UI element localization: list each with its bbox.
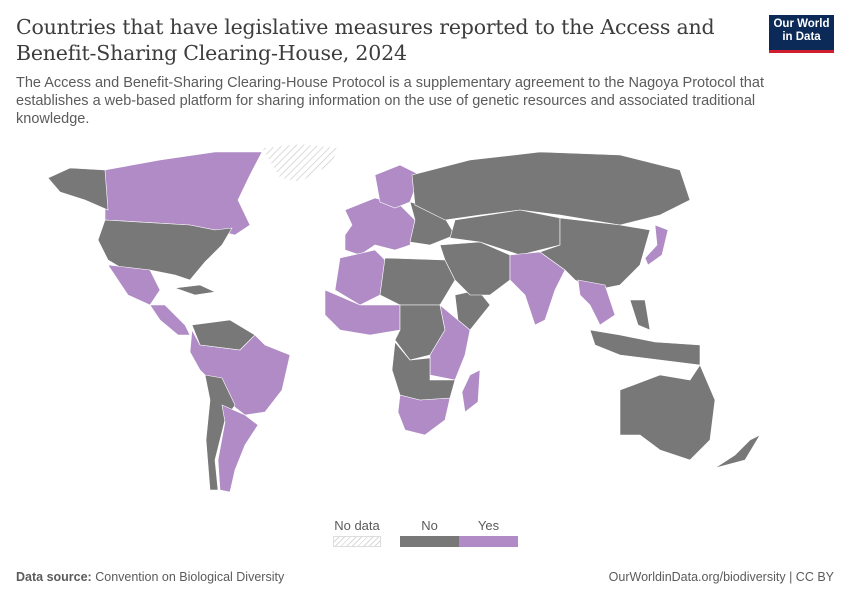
owid-logo[interactable]: Our World in Data (769, 15, 834, 53)
region-southeast-asia[interactable] (577, 279, 616, 326)
legend-swatch-no (400, 536, 459, 547)
legend-no: No (400, 518, 459, 547)
legend-label-yes: Yes (477, 518, 500, 533)
region-europe[interactable] (344, 197, 416, 256)
region-alaska[interactable] (47, 167, 109, 211)
legend-label-no: No (421, 518, 438, 533)
region-australia[interactable] (619, 364, 716, 461)
region-japan[interactable] (644, 224, 669, 266)
chart-title: Countries that have legislative measures… (16, 15, 715, 65)
legend-no-data: No data (333, 518, 381, 547)
region-philippines[interactable] (629, 299, 651, 331)
region-west-africa[interactable] (324, 289, 401, 336)
region-middle-east[interactable] (439, 241, 511, 296)
legend-swatch-yes (459, 536, 518, 547)
region-north-africa-east[interactable] (379, 257, 456, 306)
footer-url[interactable]: OurWorldinData.org/biodiversity | CC BY (608, 570, 834, 584)
region-indonesia[interactable] (589, 329, 701, 366)
source-link[interactable]: Convention on Biological Diversity (95, 570, 285, 584)
region-angola-zambia[interactable] (391, 341, 456, 401)
region-caribbean[interactable] (174, 284, 217, 296)
data-source: Data source: Convention on Biological Di… (16, 570, 284, 584)
region-greenland[interactable] (261, 143, 341, 183)
region-southern-africa[interactable] (397, 394, 451, 436)
legend-swatch-no-data (333, 536, 381, 547)
legend-yes: Yes (459, 518, 518, 547)
world-map (47, 143, 761, 493)
chart-subtitle: The Access and Benefit-Sharing Clearing-… (16, 75, 764, 127)
legend-label-no-data: No data (334, 518, 380, 533)
source-label: Data source: (16, 570, 92, 584)
region-central-asia[interactable] (449, 209, 561, 256)
region-argentina[interactable] (217, 404, 259, 493)
region-north-africa-west[interactable] (334, 249, 386, 306)
logo-line-2: in Data (782, 31, 821, 43)
region-usa[interactable] (97, 219, 233, 281)
region-madagascar[interactable] (461, 369, 481, 413)
region-colombia-peru-brazil[interactable] (189, 328, 291, 416)
logo-line-1: Our World (773, 18, 830, 30)
region-mexico[interactable] (107, 264, 161, 306)
region-chile-bolivia[interactable] (204, 374, 236, 491)
region-russia[interactable] (411, 151, 691, 226)
region-new-zealand[interactable] (714, 434, 761, 469)
region-central-america[interactable] (149, 304, 191, 336)
